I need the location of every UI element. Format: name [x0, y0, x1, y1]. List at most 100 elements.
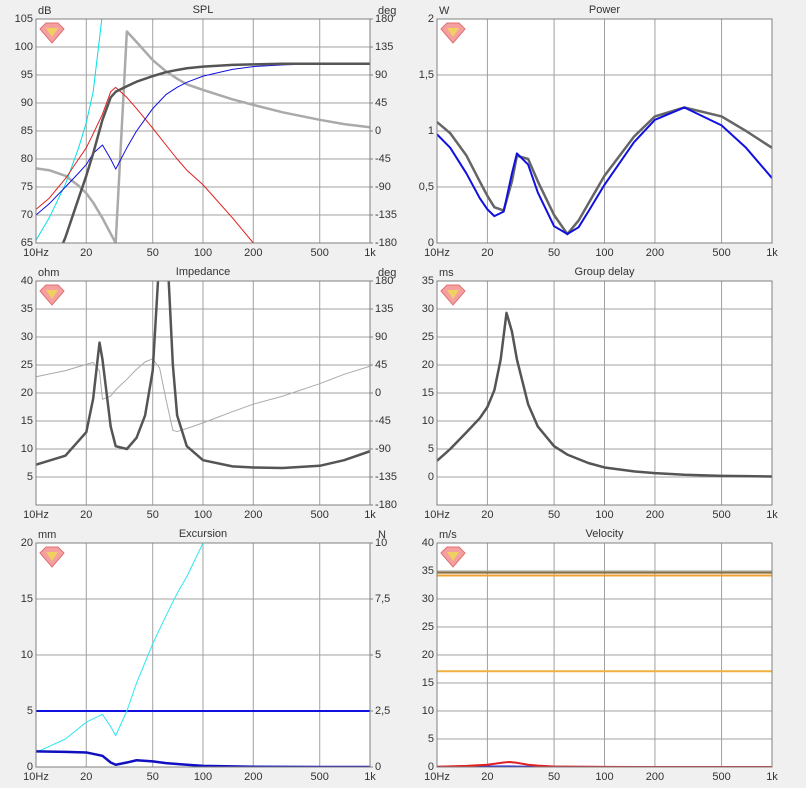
y-tick-label: 5: [27, 471, 33, 483]
y-axis-label: ms: [439, 267, 454, 279]
y2-tick-label: 180: [375, 13, 393, 25]
series-line: [61, 62, 370, 243]
y-tick-label: 85: [21, 125, 33, 137]
series-line: [36, 543, 204, 753]
plot-area: [437, 311, 772, 478]
y2-tick-label: 0: [375, 761, 381, 773]
plot-area: [36, 19, 370, 243]
chart-panel: 10Hz 20 50 100 200 500 1k 0 5 10 15 20 25 30 35 40 Veloc…: [422, 528, 779, 783]
y-tick-label: 20: [422, 359, 434, 371]
plot-border: [35, 18, 371, 244]
y-tick-label: 0: [27, 761, 33, 773]
y-tick-label: 25: [422, 621, 434, 633]
y2-tick-label: -45: [375, 415, 391, 427]
x-tick-label: 10Hz: [23, 771, 49, 783]
x-tick-label: 50: [147, 247, 159, 259]
y-tick-label: 30: [422, 593, 434, 605]
y-tick-label: 2: [428, 13, 434, 25]
y-axis-label: dB: [38, 5, 51, 17]
y-tick-label: 20: [21, 537, 33, 549]
y2-axis-label: N: [378, 529, 386, 541]
x-tick-label: 200: [646, 771, 664, 783]
chart-panel: 10Hz 20 50 100 200 500 1k 0 5 10 15 20 25 30 35 Group d…: [422, 266, 779, 521]
y-tick-label: 1,5: [419, 69, 434, 81]
y2-tick-label: -90: [375, 443, 391, 455]
x-tick-label: 10Hz: [23, 247, 49, 259]
y-tick-label: 5: [428, 443, 434, 455]
y-tick-label: 70: [21, 209, 33, 221]
y-tick-label: 20: [422, 649, 434, 661]
x-tick-label: 10Hz: [23, 509, 49, 521]
x-tick-label: 1k: [766, 247, 778, 259]
x-tick-label: 200: [244, 509, 262, 521]
x-tick-label: 10Hz: [424, 509, 450, 521]
x-tick-label: 500: [712, 771, 730, 783]
x-tick-label: 1k: [364, 771, 376, 783]
y2-tick-label: 180: [375, 275, 393, 287]
y-tick-label: 5: [27, 705, 33, 717]
y-axis-label: mm: [38, 529, 56, 541]
y-tick-label: 40: [21, 275, 33, 287]
y-tick-label: 95: [21, 69, 33, 81]
x-tick-label: 500: [311, 247, 329, 259]
plot-area: [36, 281, 370, 470]
chart-title: Impedance: [176, 266, 230, 278]
logo-mark: [46, 552, 58, 561]
y-tick-label: 35: [422, 275, 434, 287]
y-tick-label: 10: [21, 649, 33, 661]
y2-tick-label: -135: [375, 471, 397, 483]
y2-tick-label: -90: [375, 181, 391, 193]
y-tick-label: 40: [422, 537, 434, 549]
y-tick-label: 35: [21, 303, 33, 315]
y2-tick-label: 5: [375, 649, 381, 661]
logo-mark: [447, 552, 459, 561]
y-tick-label: 65: [21, 237, 33, 249]
chart-title: SPL: [193, 4, 214, 16]
y-tick-label: 1: [428, 125, 434, 137]
y2-tick-label: 2,5: [375, 705, 390, 717]
series-line: [36, 63, 370, 216]
y2-tick-label: -45: [375, 153, 391, 165]
x-tick-label: 500: [712, 247, 730, 259]
y-tick-label: 15: [21, 415, 33, 427]
y2-tick-label: 45: [375, 359, 387, 371]
logo-mark: [46, 290, 58, 299]
y-tick-label: 0: [428, 471, 434, 483]
y2-tick-label: 135: [375, 303, 393, 315]
chart-title: Velocity: [586, 528, 624, 540]
x-tick-label: 200: [646, 509, 664, 521]
y-tick-label: 100: [15, 41, 33, 53]
y2-tick-label: 0: [375, 387, 381, 399]
x-tick-label: 20: [80, 509, 92, 521]
chart-title: Group delay: [575, 266, 635, 278]
y-tick-label: 15: [422, 387, 434, 399]
x-tick-label: 1k: [364, 509, 376, 521]
y2-axis-label: deg: [378, 267, 396, 279]
y2-tick-label: 45: [375, 97, 387, 109]
x-tick-label: 500: [311, 509, 329, 521]
series-line: [36, 86, 254, 243]
x-tick-label: 50: [147, 771, 159, 783]
y-tick-label: 10: [422, 415, 434, 427]
chart-panel: 10Hz 20 50 100 200 500 1k 5 10 15 20 25 30 35 40 -180 -1…: [21, 266, 397, 521]
x-tick-label: 100: [595, 247, 613, 259]
y2-tick-label: 7,5: [375, 593, 390, 605]
series-line: [36, 281, 370, 470]
y-tick-label: 80: [21, 153, 33, 165]
x-tick-label: 1k: [766, 509, 778, 521]
y-tick-label: 105: [15, 13, 33, 25]
plot-border: [436, 542, 773, 768]
plot-area: [36, 543, 370, 767]
y2-tick-label: 90: [375, 69, 387, 81]
plot-border: [35, 542, 371, 768]
y-tick-label: 20: [21, 387, 33, 399]
y-tick-label: 10: [21, 443, 33, 455]
plot-border: [35, 280, 371, 506]
x-tick-label: 100: [194, 771, 212, 783]
chart-panel: 10Hz 20 50 100 200 500 1k 0 0,5 1 1,5 2 Power W: [419, 4, 779, 259]
chart-panel: 10Hz 20 50 100 200 500 1k 65 70 75 80 85 90 95 100 105 -…: [15, 4, 397, 259]
x-tick-label: 10Hz: [424, 771, 450, 783]
y-tick-label: 30: [422, 303, 434, 315]
y-tick-label: 5: [428, 733, 434, 745]
x-tick-label: 50: [147, 509, 159, 521]
